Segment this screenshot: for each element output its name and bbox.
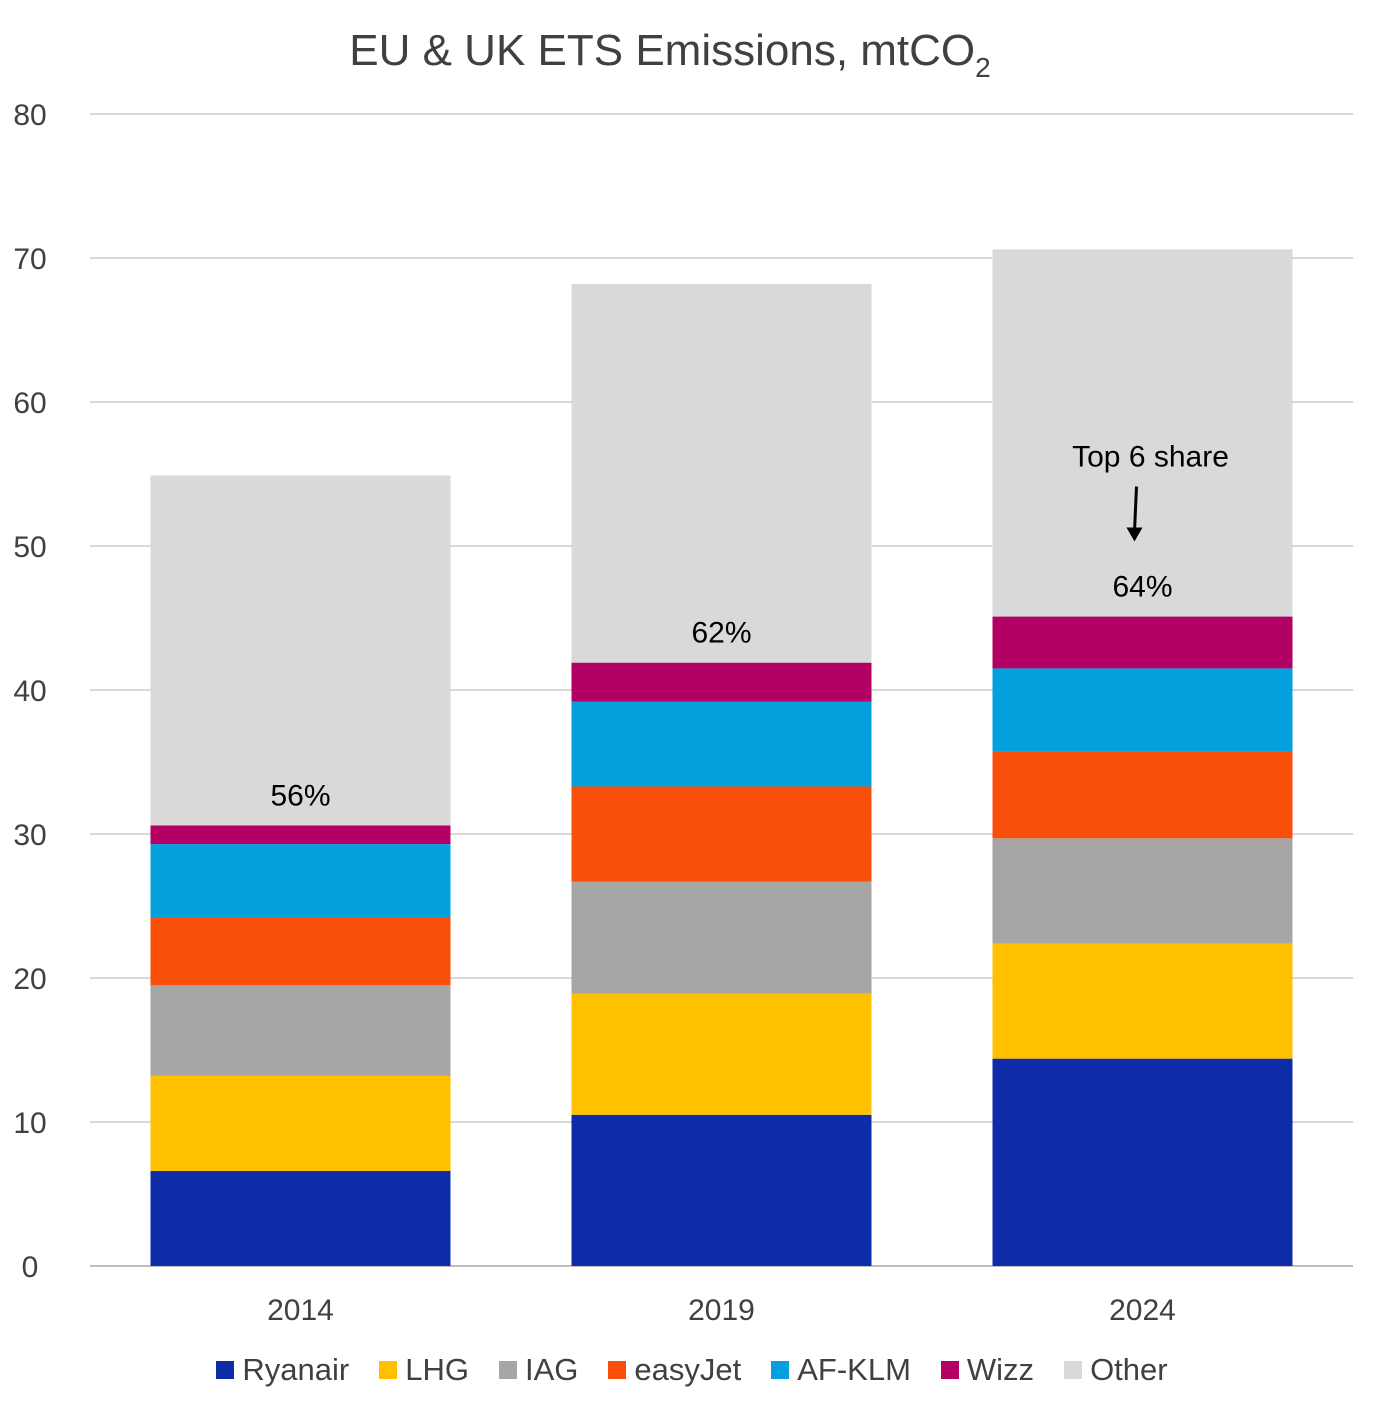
legend-swatch-easyjet — [608, 1361, 627, 1379]
chart: EU & UK ETS Emissions, mtCO2 0 10 20 30 40 50… — [13, 26, 1353, 1327]
legend-item-iag: IAG — [498, 1352, 579, 1388]
legend-swatch-wizz — [940, 1361, 959, 1379]
legend-label-easyjet: easyJet — [634, 1352, 742, 1387]
bar-2024-iag — [992, 838, 1293, 944]
y-tick-label-60: 60 — [13, 387, 46, 420]
y-axis-ticks: 0 10 20 30 40 50 60 70 80 — [13, 99, 46, 1284]
bar-2014-other — [150, 475, 451, 826]
bar-2024-af-klm — [992, 668, 1293, 752]
top6-annotation-arrowhead — [1126, 527, 1143, 542]
bar-2014-iag — [150, 985, 451, 1076]
legend-item-af-klm: AF-KLM — [771, 1352, 911, 1388]
bar-2019-iag — [571, 881, 872, 994]
share-label-2014: 56% — [270, 779, 330, 812]
legend-swatch-other — [1064, 1361, 1083, 1379]
share-label-2024: 64% — [1112, 571, 1172, 604]
bar-2024-ryanair — [992, 1058, 1293, 1266]
y-tick-label-10: 10 — [13, 1107, 46, 1140]
x-tick-label-2019: 2019 — [688, 1294, 755, 1327]
x-tick-label-2014: 2014 — [267, 1294, 334, 1327]
legend-label-other: Other — [1090, 1352, 1168, 1387]
bar-2014-easyjet — [150, 917, 451, 986]
x-axis-labels: 2014 2019 2024 — [267, 1294, 1176, 1327]
chart-title: EU & UK ETS Emissions, mtCO2 — [349, 26, 990, 83]
bar-2019-lhg — [571, 993, 872, 1115]
legend-item-lhg: LHG — [379, 1352, 469, 1388]
legend-swatch-lhg — [379, 1361, 398, 1379]
bar-2019-other — [571, 283, 872, 663]
bar-2024-other — [992, 249, 1293, 617]
bar-2014-lhg — [150, 1075, 451, 1171]
legend-item-ryanair: Ryanair — [216, 1352, 349, 1388]
legend-label-af-klm: AF-KLM — [797, 1352, 911, 1387]
legend-swatch-iag — [498, 1361, 517, 1379]
top6-annotation-text: Top 6 share — [1072, 441, 1229, 474]
share-labels: 56% 62% 64% — [270, 571, 1172, 813]
y-tick-label-40: 40 — [13, 675, 46, 708]
y-tick-label-70: 70 — [13, 243, 46, 276]
y-tick-label-0: 0 — [22, 1251, 39, 1284]
bar-2024-wizz — [992, 616, 1293, 669]
legend-label-lhg: LHG — [405, 1352, 469, 1387]
bar-2014-wizz — [150, 825, 451, 845]
legend-item-wizz: Wizz — [940, 1352, 1035, 1388]
share-label-2019: 62% — [691, 617, 751, 650]
y-tick-label-30: 30 — [13, 819, 46, 852]
legend-label-iag: IAG — [524, 1352, 579, 1387]
top6-annotation: Top 6 share — [1072, 441, 1229, 542]
bar-2019-af-klm — [571, 701, 872, 787]
bar-2019-easyjet — [571, 786, 872, 882]
x-tick-label-2024: 2024 — [1109, 1294, 1176, 1327]
bar-2024-easyjet — [992, 751, 1293, 839]
bar-2014-af-klm — [150, 844, 451, 918]
legend-item-easyjet: easyJet — [608, 1352, 741, 1388]
y-tick-label-50: 50 — [13, 531, 46, 564]
legend-label-ryanair: Ryanair — [242, 1352, 350, 1387]
legend-item-other: Other — [1064, 1352, 1168, 1388]
legend: Ryanair LHG IAG easyJet AF-KLM Wizz Other — [0, 1352, 1384, 1388]
legend-label-wizz: Wizz — [966, 1352, 1035, 1387]
bar-2024-lhg — [992, 943, 1293, 1059]
bar-2019-ryanair — [571, 1114, 872, 1266]
legend-swatch-ryanair — [216, 1361, 235, 1379]
legend-swatch-af-klm — [771, 1361, 790, 1379]
bar-2014-ryanair — [150, 1170, 451, 1266]
bars — [150, 249, 1293, 1266]
top6-annotation-arrow — [1133, 486, 1138, 532]
bar-2019-wizz — [571, 662, 872, 702]
y-tick-label-80: 80 — [13, 99, 46, 132]
y-tick-label-20: 20 — [13, 963, 46, 996]
